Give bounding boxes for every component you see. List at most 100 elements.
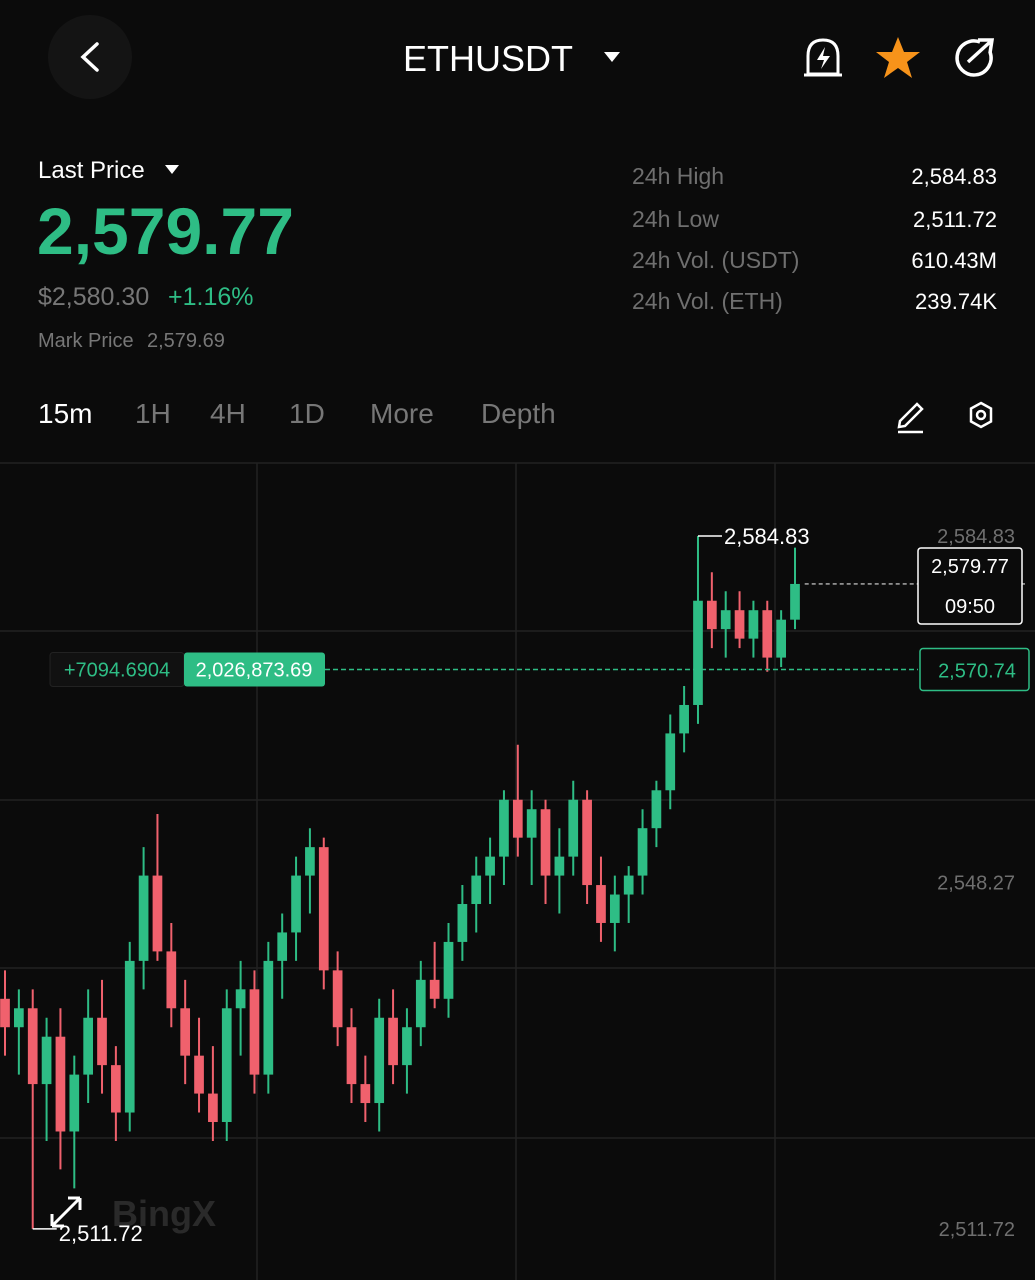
candle-body: [554, 856, 565, 876]
stat-label: 24h Low: [632, 206, 719, 232]
mark-price: 2,579.69: [147, 330, 225, 352]
candle-body: [14, 1008, 24, 1028]
high-label: 2,584.83: [724, 524, 810, 549]
candle-body: [485, 856, 495, 876]
pair-dropdown[interactable]: [604, 52, 620, 62]
candle-body: [762, 610, 773, 658]
price-label[interactable]: Last Price: [38, 157, 145, 184]
stat-value: 239.74K: [915, 289, 997, 314]
settings-icon[interactable]: [969, 401, 993, 429]
candle-body: [596, 885, 606, 923]
favorite-icon[interactable]: [876, 37, 920, 78]
pair-title[interactable]: ETHUSDT: [403, 38, 573, 79]
candle-body: [55, 1036, 66, 1132]
candle-body: [415, 979, 426, 1028]
candle-body: [332, 970, 343, 1028]
last-price-box: [917, 547, 1023, 625]
candle-body: [790, 583, 800, 620]
usd-price: $2,580.30: [38, 283, 150, 311]
position-amount: 2,026,873.69: [196, 660, 313, 682]
stat-label: 24h Vol. (ETH): [632, 288, 783, 314]
position-price-box: [919, 647, 1030, 692]
watermark: BingX: [112, 1193, 216, 1234]
tab[interactable]: More: [370, 398, 434, 429]
candle-body: [360, 1084, 371, 1104]
y-tick-label: 2,584.83: [937, 526, 1015, 548]
candle-body: [277, 932, 288, 961]
candle-body: [27, 1008, 38, 1085]
candle-body: [402, 1027, 412, 1066]
back-button[interactable]: [48, 15, 132, 99]
last-price: 2,579.77: [37, 194, 294, 268]
stat-value: 2,511.72: [912, 207, 997, 232]
candle-body: [623, 875, 634, 895]
candle-body: [734, 610, 745, 639]
candle-body: [291, 875, 301, 933]
candle-body: [111, 1065, 121, 1113]
grid: [0, 462, 1035, 1280]
back-icon: [80, 42, 99, 72]
expand-icon[interactable]: [50, 1196, 82, 1228]
candle-body: [124, 960, 135, 1113]
last-price-time: 09:50: [945, 596, 995, 618]
candle-body: [540, 809, 551, 876]
candle-body: [720, 610, 731, 630]
candle-body: [748, 610, 759, 639]
tab[interactable]: 15m: [38, 398, 93, 429]
position-amount-box: [184, 652, 325, 687]
candle-body: [388, 1017, 398, 1066]
draw-icon[interactable]: [897, 402, 924, 434]
candle-body: [249, 989, 260, 1075]
position-pnl: +7094.6904: [64, 660, 170, 682]
tab[interactable]: 4H: [210, 398, 246, 429]
candle-body: [679, 704, 689, 734]
candle-body: [208, 1093, 218, 1123]
candle-body: [374, 1017, 385, 1104]
candle-body: [651, 790, 662, 829]
share-arrow: [966, 38, 995, 64]
price-change: +1.16%: [168, 283, 254, 311]
tab[interactable]: 1D: [289, 398, 325, 429]
candle-body: [69, 1074, 80, 1132]
share-icon[interactable]: [955, 39, 993, 77]
candle-body: [318, 847, 329, 971]
top-bar: ETHUSDT: [48, 15, 995, 99]
candle-body: [776, 619, 786, 658]
mark-price-label: Mark Price: [38, 330, 134, 352]
candle-body: [194, 1055, 204, 1094]
candle-body: [568, 799, 579, 857]
last-price-label: 2,579.77: [931, 556, 1009, 578]
candle-body: [582, 799, 592, 886]
stat-label: 24h Vol. (USDT): [632, 247, 800, 273]
low-label: 2,511.72: [59, 1221, 143, 1246]
stat-label: 24h High: [632, 163, 725, 189]
price-dropdown[interactable]: [164, 164, 180, 176]
candle-body: [235, 989, 246, 1009]
candle-body: [526, 809, 537, 838]
candle-body: [0, 998, 10, 1028]
candle-body: [706, 600, 717, 630]
candle-body: [512, 799, 523, 838]
candle-body: [471, 875, 482, 905]
settings-dot: [975, 409, 987, 421]
alert-bolt: [817, 47, 830, 69]
candle-body: [457, 904, 468, 942]
alert-icon[interactable]: [804, 38, 842, 77]
candle-body: [429, 979, 440, 999]
y-tick-label: 2,548.27: [937, 872, 1015, 894]
candle-body: [263, 960, 274, 1075]
candle-body: [166, 951, 177, 1009]
candle-body: [221, 1008, 232, 1123]
tab[interactable]: 1H: [135, 398, 171, 429]
candle-body: [41, 1036, 52, 1085]
y-tick-label: 2,511.72: [939, 1219, 1015, 1241]
candle-body: [180, 1008, 191, 1056]
candle-body: [443, 941, 454, 999]
tab[interactable]: Depth: [481, 398, 556, 429]
position-price: 2,570.74: [938, 661, 1016, 683]
candle-body: [665, 733, 676, 791]
candle-body: [138, 875, 149, 961]
tool-icons: [897, 401, 993, 434]
